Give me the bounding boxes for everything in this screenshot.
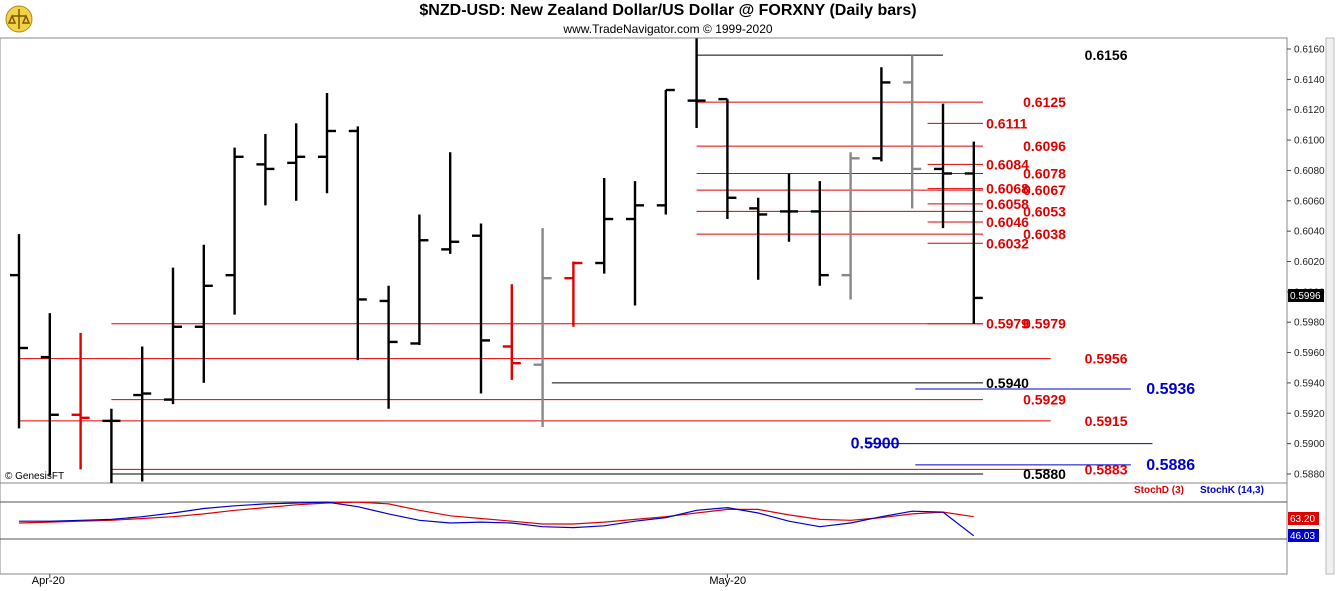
level-label: 0.5880 <box>1023 466 1066 482</box>
chart-title: $NZD-USD: New Zealand Dollar/US Dollar @… <box>419 2 917 19</box>
level-label: 0.6038 <box>1023 226 1066 242</box>
stochastic-panel <box>18 501 975 537</box>
level-label: 0.5979 <box>1023 316 1066 332</box>
level-label: 0.6125 <box>1023 94 1066 110</box>
x-tick-label: May-20 <box>709 575 746 587</box>
level-label: 0.5979 <box>986 316 1029 332</box>
y-tick-label: 0.6020 <box>1294 257 1325 268</box>
y-tick-label: 0.5980 <box>1294 318 1325 329</box>
date-axis: Apr-20 May-20 <box>32 574 746 587</box>
y-tick-label: 0.5940 <box>1294 378 1325 389</box>
level-label: 0.6032 <box>986 235 1029 251</box>
horizontal-levels: 0.61560.61250.61110.60960.60840.60780.60… <box>19 47 1195 482</box>
y-tick-label: 0.5960 <box>1294 348 1325 359</box>
level-label: 0.6111 <box>986 115 1027 131</box>
level-label: 0.5900 <box>851 436 900 453</box>
level-label: 0.6156 <box>1085 47 1128 63</box>
stoch-d-line <box>18 501 974 525</box>
level-label: 0.5883 <box>1085 461 1128 477</box>
y-tick-label: 0.6100 <box>1294 136 1325 147</box>
y-tick-label: 0.6120 <box>1294 105 1325 116</box>
y-tick-label: 0.6160 <box>1294 45 1325 56</box>
ohlc-bars <box>10 38 983 484</box>
stoch-d-value-box <box>1288 512 1319 525</box>
last-price-tag: 0.5996 <box>1290 291 1321 302</box>
level-label: 0.5915 <box>1085 413 1128 429</box>
stoch-k-value: 46.03 <box>1290 531 1315 542</box>
level-label: 0.6067 <box>1023 182 1066 198</box>
level-label: 0.6096 <box>1023 138 1066 154</box>
trade-navigator-logo <box>4 4 34 34</box>
y-tick-label: 0.5900 <box>1294 439 1325 450</box>
stoch-d-label: StochD (3) <box>1134 485 1184 496</box>
copyright-label: © GenesisFT <box>5 471 64 482</box>
y-tick-label: 0.5880 <box>1294 469 1325 480</box>
level-label: 0.6068 <box>986 181 1029 197</box>
price-axis: 0.6160 0.6140 0.6120 0.6100 0.6080 0.6060 0.60… <box>1287 45 1325 480</box>
y-tick-label: 0.6060 <box>1294 196 1325 207</box>
level-label: 0.5886 <box>1146 457 1195 474</box>
level-label: 0.5936 <box>1146 381 1195 398</box>
level-label: 0.6084 <box>986 156 1029 172</box>
stoch-k-label: StochK (14,3) <box>1200 485 1264 496</box>
chart-subtitle: www.TradeNavigator.com © 1999-2020 <box>563 22 773 36</box>
level-label: 0.5956 <box>1085 351 1128 367</box>
level-label: 0.6053 <box>1023 203 1066 219</box>
y-tick-label: 0.6080 <box>1294 166 1325 177</box>
level-label: 0.6078 <box>1023 165 1066 181</box>
level-label: 0.5940 <box>986 375 1029 391</box>
level-label: 0.6058 <box>986 196 1029 212</box>
stoch-k-line <box>19 501 975 537</box>
level-label: 0.6046 <box>986 214 1029 230</box>
x-tick-label: Apr-20 <box>32 575 65 587</box>
stoch-panel-frame <box>0 482 1288 575</box>
y-tick-label: 0.5920 <box>1294 409 1325 420</box>
stoch-k-value-box <box>1288 529 1319 542</box>
level-label: 0.5929 <box>1023 392 1066 408</box>
last-price-tag-box <box>1288 289 1324 302</box>
y-tick-label: 0.6040 <box>1294 227 1325 238</box>
scrollbar[interactable] <box>1325 37 1335 575</box>
stoch-d-value: 63.20 <box>1290 514 1315 525</box>
y-tick-label: 0.6140 <box>1294 75 1325 86</box>
